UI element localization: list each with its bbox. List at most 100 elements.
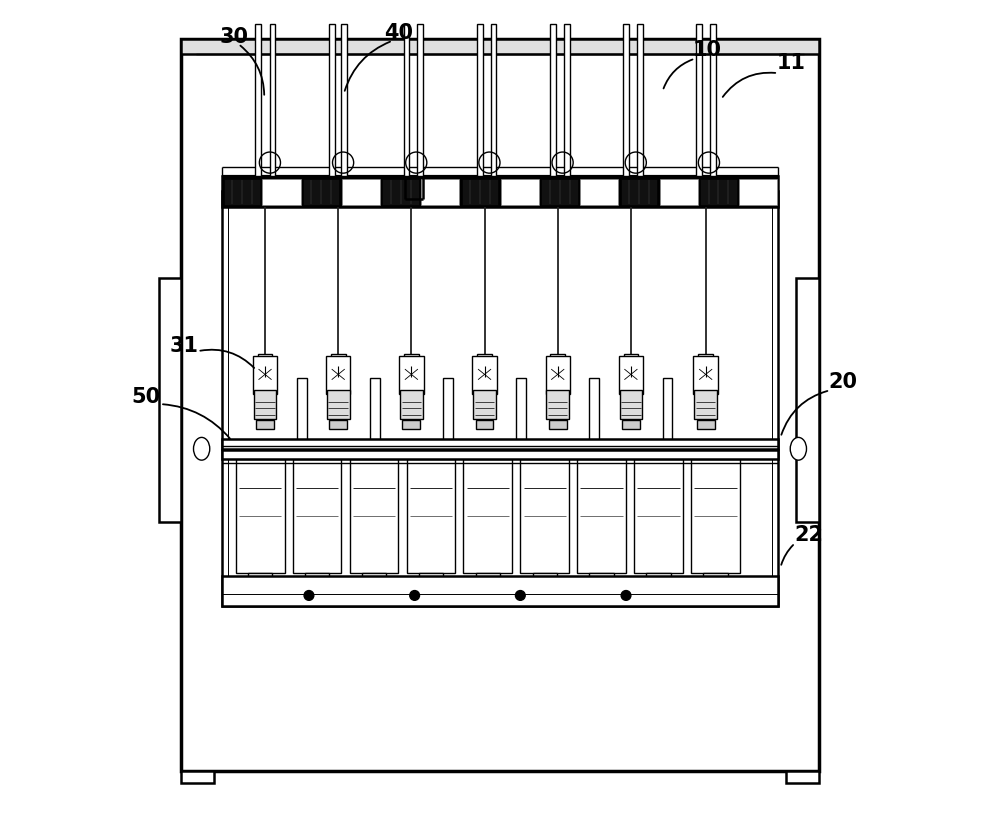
Bar <box>399 356 424 394</box>
Bar <box>533 573 557 585</box>
FancyArrowPatch shape <box>664 59 693 89</box>
Bar <box>550 354 565 374</box>
Bar <box>624 354 638 374</box>
Bar <box>541 179 578 205</box>
Bar <box>329 24 335 176</box>
Bar <box>305 573 329 585</box>
Bar <box>660 179 698 205</box>
Circle shape <box>304 590 314 600</box>
Bar <box>491 24 496 176</box>
Bar <box>248 573 272 585</box>
Bar <box>462 179 498 205</box>
Bar <box>620 390 642 419</box>
Bar <box>691 459 740 573</box>
Bar <box>370 378 380 441</box>
Bar <box>350 459 398 573</box>
Text: 20: 20 <box>829 372 858 392</box>
Bar <box>253 356 277 394</box>
Bar <box>697 420 715 429</box>
Bar <box>546 390 569 419</box>
Bar <box>326 356 350 394</box>
Text: 31: 31 <box>170 336 199 355</box>
Bar <box>501 179 539 205</box>
Bar <box>564 24 570 176</box>
Bar <box>329 420 347 429</box>
Bar <box>739 179 777 205</box>
Bar <box>402 420 420 429</box>
Bar <box>580 179 618 205</box>
Bar <box>698 354 713 374</box>
FancyArrowPatch shape <box>200 350 254 368</box>
Text: 10: 10 <box>693 41 722 60</box>
FancyArrowPatch shape <box>345 41 390 91</box>
Bar <box>700 179 737 205</box>
Bar <box>550 24 556 176</box>
Bar <box>297 378 307 441</box>
Bar <box>589 378 599 441</box>
Text: 40: 40 <box>384 23 413 42</box>
Bar <box>181 39 819 54</box>
Bar <box>577 459 626 573</box>
Bar <box>786 771 819 783</box>
Bar <box>477 24 483 176</box>
Bar <box>703 573 728 585</box>
Bar <box>327 390 350 419</box>
Bar <box>236 459 285 573</box>
Bar <box>694 390 717 419</box>
Bar <box>646 573 671 585</box>
Bar <box>407 459 455 573</box>
Bar <box>303 179 339 205</box>
Bar <box>549 420 567 429</box>
Bar <box>623 24 629 176</box>
Bar <box>262 179 301 205</box>
Bar <box>404 24 409 176</box>
Bar <box>621 179 657 205</box>
Bar <box>222 191 778 606</box>
Bar <box>443 378 453 441</box>
Bar <box>342 179 380 205</box>
Bar <box>255 24 261 176</box>
Bar <box>796 278 819 522</box>
Bar <box>637 24 643 176</box>
Bar <box>400 390 423 419</box>
Bar <box>696 24 702 176</box>
Bar <box>362 573 386 585</box>
Bar <box>382 179 419 205</box>
Bar <box>417 24 423 176</box>
Bar <box>463 459 512 573</box>
Bar <box>419 573 443 585</box>
Circle shape <box>515 590 525 600</box>
Bar <box>619 356 643 394</box>
Bar <box>516 378 526 441</box>
Bar <box>341 24 347 176</box>
Bar <box>258 354 272 374</box>
Text: 22: 22 <box>794 525 823 545</box>
Bar <box>693 356 718 394</box>
Circle shape <box>621 590 631 600</box>
Text: 50: 50 <box>132 387 161 406</box>
Bar <box>256 420 274 429</box>
Bar <box>224 179 260 205</box>
Bar <box>421 179 459 205</box>
Bar <box>222 439 778 449</box>
Text: 30: 30 <box>220 27 249 46</box>
Bar <box>663 378 672 441</box>
Bar <box>710 24 716 176</box>
Bar <box>622 420 640 429</box>
Bar <box>589 573 614 585</box>
Bar <box>473 390 496 419</box>
Ellipse shape <box>790 437 807 460</box>
Bar <box>477 354 492 374</box>
Circle shape <box>410 590 420 600</box>
Bar <box>476 420 493 429</box>
FancyArrowPatch shape <box>781 391 827 435</box>
Ellipse shape <box>193 437 210 460</box>
Bar <box>472 356 497 394</box>
Bar <box>546 356 570 394</box>
FancyArrowPatch shape <box>723 72 775 97</box>
FancyArrowPatch shape <box>781 545 793 565</box>
Bar <box>222 176 778 207</box>
FancyArrowPatch shape <box>163 404 230 438</box>
Bar <box>331 354 346 374</box>
Bar <box>404 354 419 374</box>
